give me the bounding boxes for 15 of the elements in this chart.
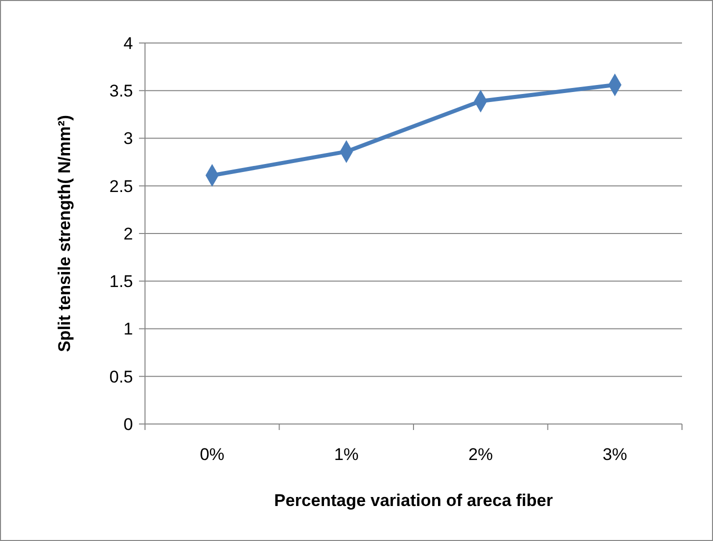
x-tick-label: 1% bbox=[334, 445, 359, 464]
y-tick-label: 3 bbox=[124, 129, 133, 148]
y-tick-label: 4 bbox=[124, 34, 133, 53]
x-axis-title: Percentage variation of areca fiber bbox=[274, 491, 554, 510]
y-tick-label: 0 bbox=[124, 414, 133, 434]
y-tick-label: 2.5 bbox=[109, 176, 133, 196]
x-tick-label: 0% bbox=[200, 445, 224, 464]
y-tick-label: 0.5 bbox=[109, 367, 133, 386]
y-tick-label: 3.5 bbox=[109, 82, 133, 101]
y-tick-label: 2 bbox=[124, 224, 133, 244]
y-tick-label: 1 bbox=[124, 320, 133, 339]
y-tick-label: 1.5 bbox=[109, 272, 133, 292]
x-tick-label: 2% bbox=[468, 445, 493, 464]
x-tick-label: 3% bbox=[602, 445, 628, 464]
y-axis-title: Split tensile strength( N/mm²) bbox=[55, 114, 74, 352]
